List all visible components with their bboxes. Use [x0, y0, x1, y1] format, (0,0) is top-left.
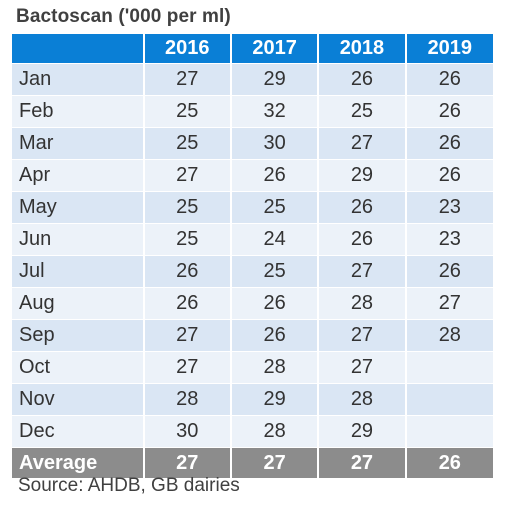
table-row: Jan 27 29 26 26 [12, 63, 493, 96]
header-year: 2016 [143, 34, 232, 64]
value-cell: 25 [143, 95, 232, 128]
header-row: 2016 2017 2018 2019 [12, 34, 493, 64]
source-note: Source: AHDB, GB dairies [18, 475, 240, 496]
value-cell: 27 [318, 351, 407, 384]
header-year: 2019 [405, 34, 493, 64]
table-row: Jun 25 24 26 23 [12, 223, 493, 256]
table-title: Bactoscan ('000 per ml) [16, 6, 231, 27]
value-cell: 30 [143, 415, 232, 448]
month-label: Apr [12, 159, 145, 192]
table-row: Sep 27 26 27 28 [12, 319, 493, 352]
month-label: Dec [12, 415, 145, 448]
table-row: Mar 25 30 27 26 [12, 127, 493, 160]
value-cell: 28 [318, 287, 407, 320]
value-cell: 27 [405, 287, 493, 320]
table-row: Nov 28 29 28 [12, 383, 493, 416]
value-cell: 28 [143, 383, 232, 416]
value-cell: 26 [143, 287, 232, 320]
value-cell: 26 [405, 95, 493, 128]
month-label: May [12, 191, 145, 224]
value-cell: 27 [143, 319, 232, 352]
value-cell: 23 [405, 223, 493, 256]
month-label: Jul [12, 255, 145, 288]
value-cell: 29 [230, 383, 320, 416]
value-cell: 25 [143, 191, 232, 224]
value-cell: 26 [230, 319, 320, 352]
value-cell: 23 [405, 191, 493, 224]
value-cell: 26 [318, 223, 407, 256]
month-label: Jun [12, 223, 145, 256]
value-cell: 25 [143, 223, 232, 256]
table-row: Apr 27 26 29 26 [12, 159, 493, 192]
table-row: May 25 25 26 23 [12, 191, 493, 224]
value-cell: 26 [405, 255, 493, 288]
value-cell [405, 415, 493, 448]
average-label: Average [12, 447, 145, 479]
value-cell: 26 [143, 255, 232, 288]
value-cell: 27 [143, 63, 232, 96]
table-row: Aug 26 26 28 27 [12, 287, 493, 320]
value-cell: 27 [318, 255, 407, 288]
bactoscan-table: 2016 2017 2018 2019 Jan 27 29 26 26 Feb 25 32 25… [12, 34, 493, 479]
value-cell: 26 [405, 63, 493, 96]
month-label: Aug [12, 287, 145, 320]
average-cell: 27 [143, 447, 232, 479]
month-label: Sep [12, 319, 145, 352]
month-label: Oct [12, 351, 145, 384]
value-cell: 27 [318, 127, 407, 160]
value-cell: 27 [318, 319, 407, 352]
value-cell: 25 [318, 95, 407, 128]
average-row: Average 27 27 27 26 [12, 447, 493, 479]
table-row: Feb 25 32 25 26 [12, 95, 493, 128]
average-cell: 27 [318, 447, 407, 479]
value-cell: 28 [405, 319, 493, 352]
value-cell: 27 [143, 159, 232, 192]
month-label: Nov [12, 383, 145, 416]
value-cell: 28 [318, 383, 407, 416]
value-cell: 26 [318, 63, 407, 96]
value-cell: 27 [143, 351, 232, 384]
month-label: Jan [12, 63, 145, 96]
average-cell: 26 [405, 447, 493, 479]
value-cell [405, 383, 493, 416]
value-cell: 25 [230, 255, 320, 288]
value-cell: 26 [318, 191, 407, 224]
value-cell: 28 [230, 351, 320, 384]
value-cell: 26 [230, 159, 320, 192]
header-year: 2018 [318, 34, 407, 64]
value-cell: 29 [318, 415, 407, 448]
value-cell: 25 [143, 127, 232, 160]
value-cell: 29 [318, 159, 407, 192]
table-row: Jul 26 25 27 26 [12, 255, 493, 288]
value-cell: 26 [230, 287, 320, 320]
header-year: 2017 [230, 34, 320, 64]
value-cell: 32 [230, 95, 320, 128]
table-row: Dec 30 28 29 [12, 415, 493, 448]
value-cell: 26 [405, 127, 493, 160]
value-cell: 25 [230, 191, 320, 224]
value-cell: 29 [230, 63, 320, 96]
value-cell: 30 [230, 127, 320, 160]
table-row: Oct 27 28 27 [12, 351, 493, 384]
value-cell: 24 [230, 223, 320, 256]
value-cell: 28 [230, 415, 320, 448]
month-label: Mar [12, 127, 145, 160]
header-corner [12, 34, 145, 64]
value-cell: 26 [405, 159, 493, 192]
average-cell: 27 [230, 447, 320, 479]
month-label: Feb [12, 95, 145, 128]
value-cell [405, 351, 493, 384]
